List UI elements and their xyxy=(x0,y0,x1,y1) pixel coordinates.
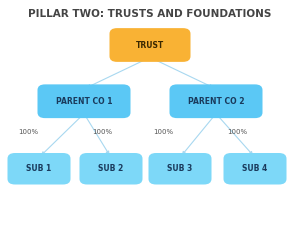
FancyBboxPatch shape xyxy=(148,153,212,184)
Text: 100%: 100% xyxy=(18,129,39,135)
Text: 100%: 100% xyxy=(153,129,174,135)
Text: PILLAR TWO: TRUSTS AND FOUNDATIONS: PILLAR TWO: TRUSTS AND FOUNDATIONS xyxy=(28,9,272,19)
Text: SUB 4: SUB 4 xyxy=(242,164,268,173)
FancyBboxPatch shape xyxy=(38,84,130,118)
Text: SUB 1: SUB 1 xyxy=(26,164,52,173)
Text: TRUST: TRUST xyxy=(136,40,164,50)
Text: SUB 2: SUB 2 xyxy=(98,164,124,173)
Text: PARENT CO 1: PARENT CO 1 xyxy=(56,97,112,106)
Text: 100%: 100% xyxy=(227,129,247,135)
FancyBboxPatch shape xyxy=(224,153,286,184)
FancyBboxPatch shape xyxy=(8,153,70,184)
FancyBboxPatch shape xyxy=(80,153,142,184)
Text: SUB 3: SUB 3 xyxy=(167,164,193,173)
FancyBboxPatch shape xyxy=(169,84,262,118)
Text: 100%: 100% xyxy=(92,129,112,135)
Text: PARENT CO 2: PARENT CO 2 xyxy=(188,97,244,106)
FancyBboxPatch shape xyxy=(110,28,190,62)
